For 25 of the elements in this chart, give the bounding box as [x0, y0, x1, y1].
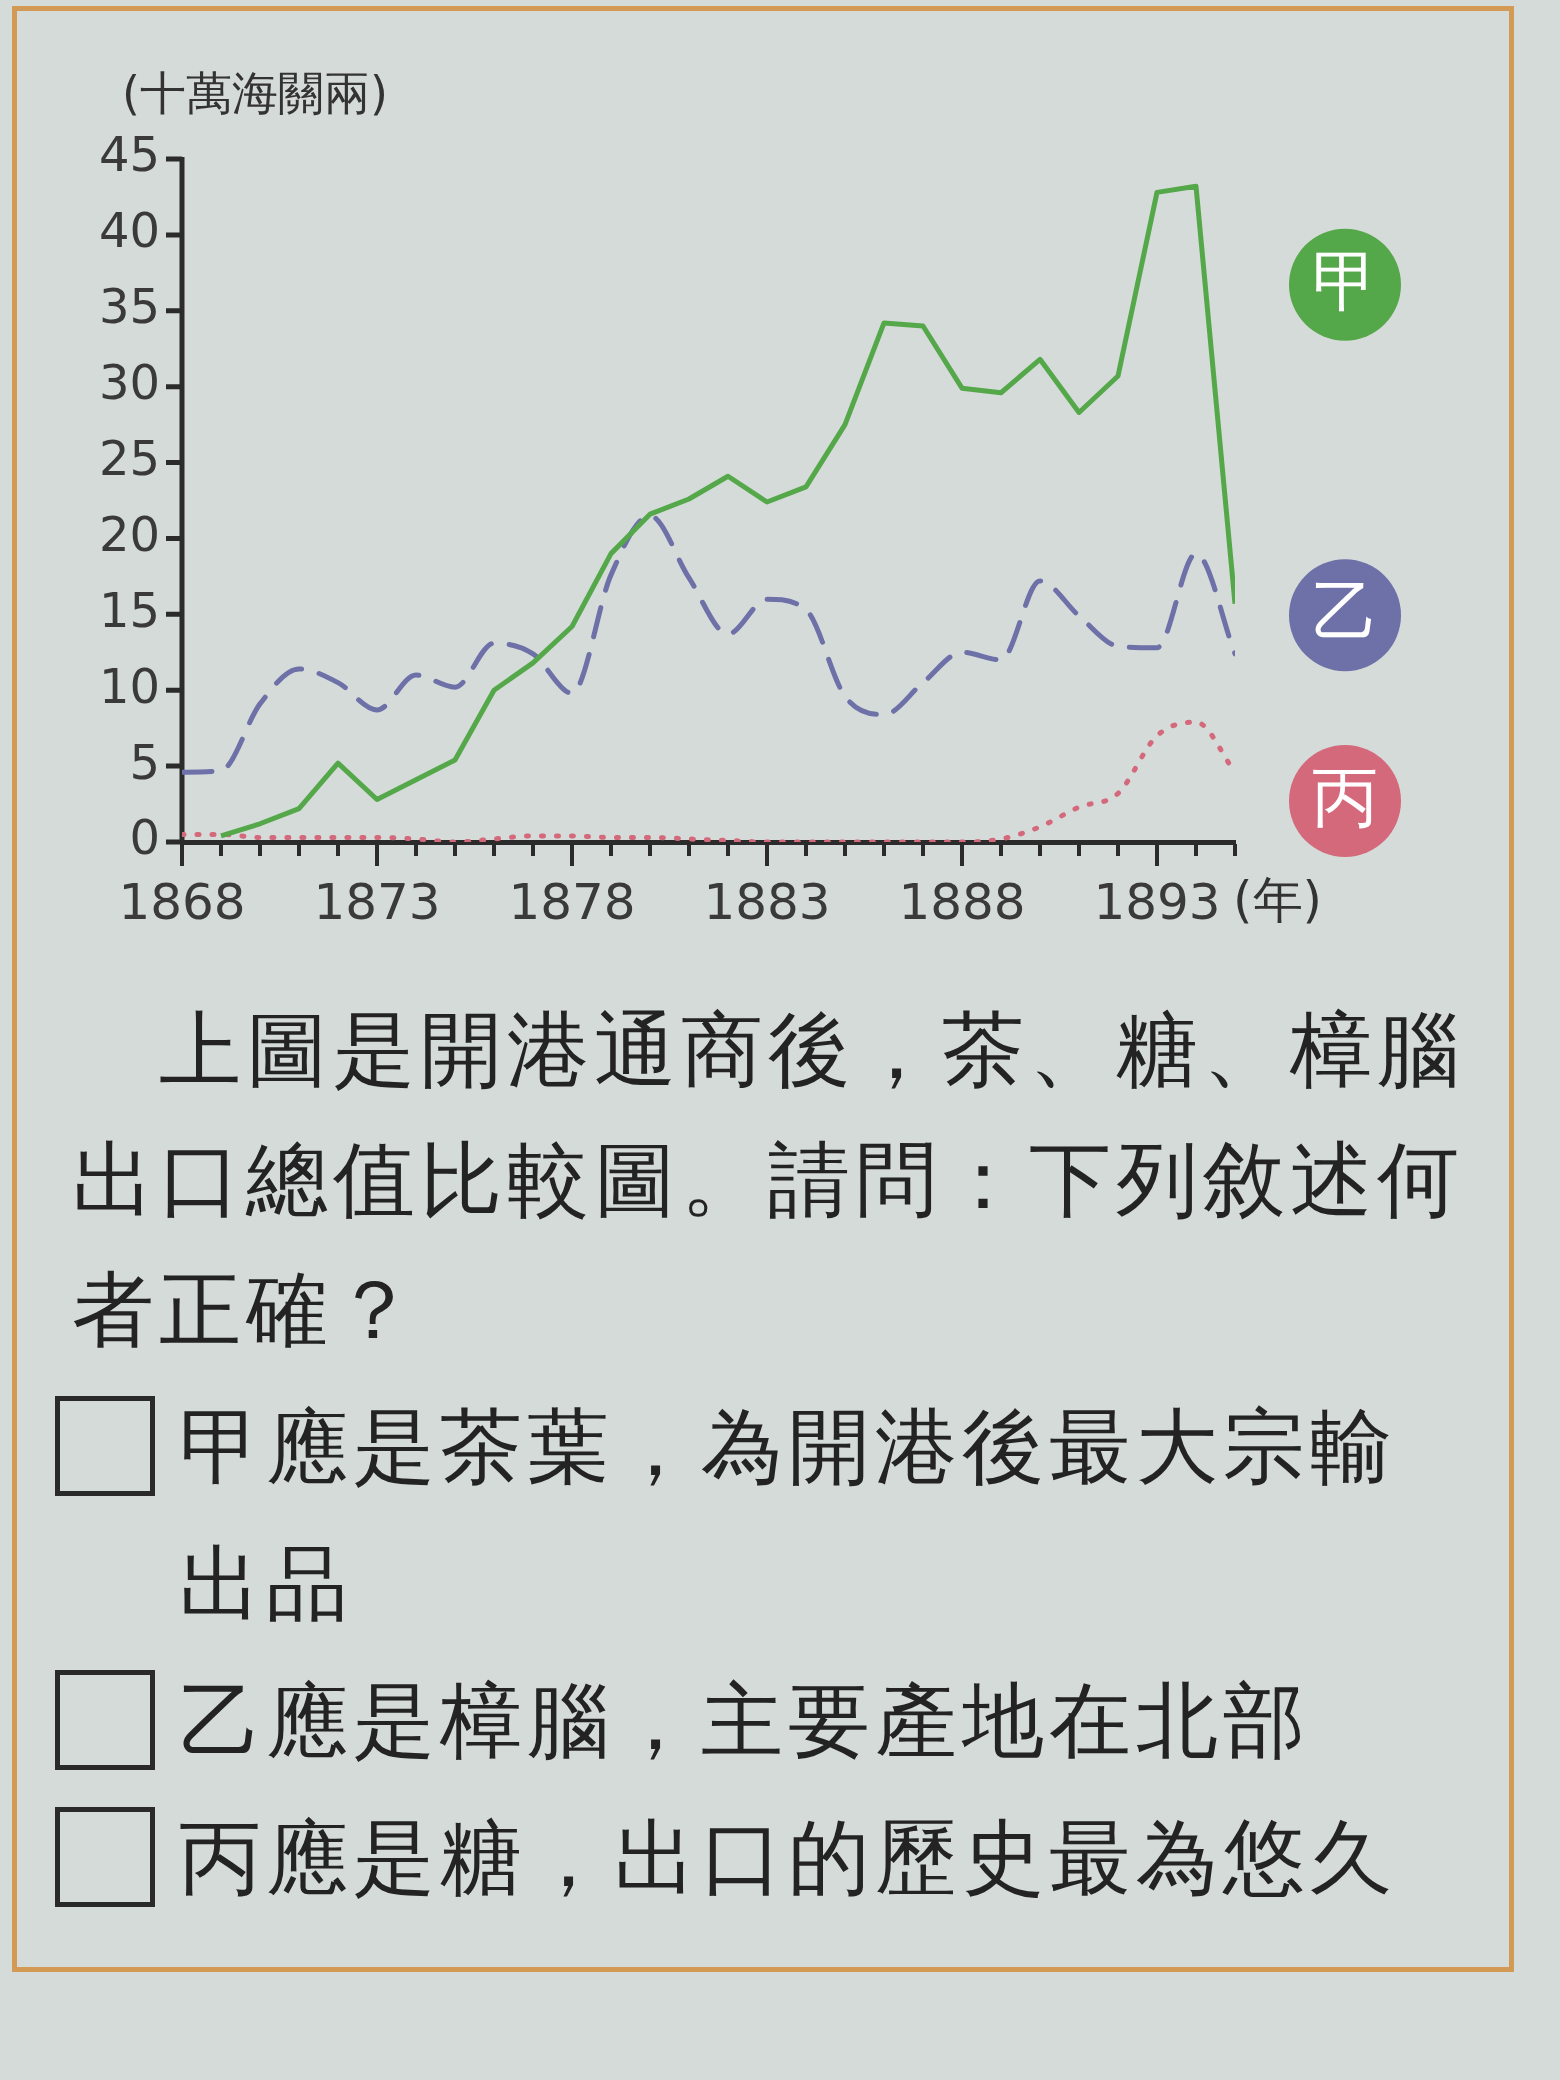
- text: 甲應是茶葉，為開港後最大宗輸出品: [179, 1398, 1398, 1633]
- x-tick-label: 1888: [898, 872, 1026, 931]
- x-tick-label: 1883: [703, 872, 831, 931]
- text: 丙應是糖，出口的歷史最為悠久: [179, 1809, 1398, 1907]
- y-tick-label: 15: [98, 581, 160, 638]
- y-tick-label: 35: [98, 278, 160, 335]
- y-tick-label: 20: [98, 505, 160, 562]
- x-tick-label: 1878: [508, 872, 636, 931]
- y-tick-label: 5: [129, 733, 160, 790]
- y-tick-label: 30: [98, 354, 160, 411]
- x-tick-label: 1873: [313, 872, 441, 931]
- y-tick-label: 40: [98, 202, 160, 259]
- x-tick-label: 1868: [118, 872, 246, 931]
- series-label: 丙: [1312, 759, 1378, 837]
- series-label: 乙: [1312, 573, 1378, 651]
- y-tick-label: 25: [98, 430, 160, 487]
- y-tick-label: 0: [129, 809, 160, 866]
- y-axis-title: (十萬海關兩): [122, 65, 388, 120]
- x-tick-label: 1893: [1093, 872, 1221, 931]
- y-tick-label: 10: [98, 657, 160, 714]
- text: 上圖是開港通商後，茶、糖、樟腦出口總值比較圖。請問：下列敘述何者正確？: [72, 1001, 1465, 1359]
- x-axis-title: (年): [1233, 870, 1323, 929]
- text: 乙應是樟腦，主要產地在北部: [179, 1672, 1311, 1770]
- series-label: 甲: [1312, 242, 1378, 320]
- y-tick-label: 45: [98, 126, 160, 183]
